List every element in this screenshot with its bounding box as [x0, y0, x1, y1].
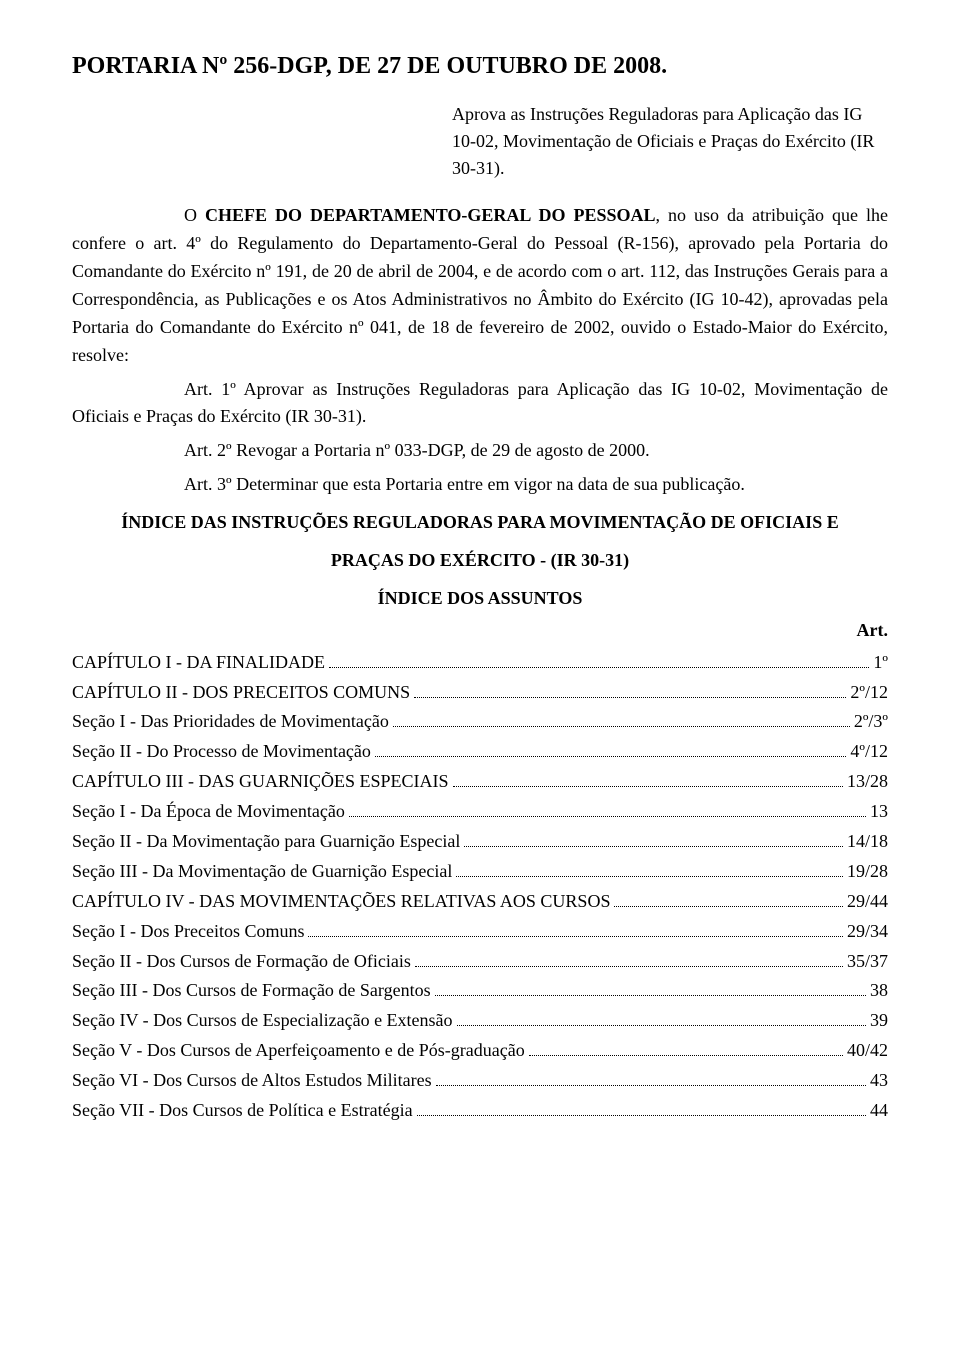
document-title: PORTARIA Nº 256-DGP, DE 27 DE OUTUBRO DE…: [72, 48, 888, 85]
toc-label: Seção V - Dos Cursos de Aperfeiçoamento …: [72, 1037, 525, 1065]
index-heading-line-3: ÍNDICE DOS ASSUNTOS: [72, 585, 888, 613]
toc-row: Seção IV - Dos Cursos de Especialização …: [72, 1007, 888, 1035]
toc-leader: [529, 1040, 843, 1056]
toc-page: 1º: [873, 649, 888, 677]
toc-page: 13/28: [847, 768, 888, 796]
toc-label: Seção II - Do Processo de Movimentação: [72, 738, 371, 766]
toc-leader: [614, 891, 843, 907]
table-of-contents: CAPÍTULO I - DA FINALIDADE 1º CAPÍTULO II…: [72, 649, 888, 1125]
toc-label: Seção VI - Dos Cursos de Altos Estudos M…: [72, 1067, 432, 1095]
approval-block: Aprova as Instruções Reguladoras para Ap…: [452, 101, 888, 182]
toc-row: Seção VI - Dos Cursos de Altos Estudos M…: [72, 1067, 888, 1095]
toc-row: CAPÍTULO III - DAS GUARNIÇÕES ESPECIAIS 1…: [72, 768, 888, 796]
toc-page: 19/28: [847, 858, 888, 886]
toc-page: 2º/12: [850, 679, 888, 707]
toc-leader: [414, 681, 846, 697]
toc-label: CAPÍTULO I - DA FINALIDADE: [72, 649, 325, 677]
toc-leader: [349, 801, 866, 817]
toc-leader: [453, 771, 843, 787]
toc-page: 35/37: [847, 948, 888, 976]
article-1: Art. 1º Aprovar as Instruções Reguladora…: [72, 376, 888, 432]
toc-page: 44: [870, 1097, 888, 1125]
toc-row: Seção II - Dos Cursos de Formação de Ofi…: [72, 948, 888, 976]
toc-row: Seção II - Da Movimentação para Guarniçã…: [72, 828, 888, 856]
toc-label: Seção IV - Dos Cursos de Especialização …: [72, 1007, 453, 1035]
toc-row: Seção VII - Dos Cursos de Política e Est…: [72, 1097, 888, 1125]
index-heading-line-2: PRAÇAS DO EXÉRCITO - (IR 30-31): [72, 547, 888, 575]
toc-leader: [375, 741, 846, 757]
toc-label: Seção III - Dos Cursos de Formação de Sa…: [72, 977, 431, 1005]
toc-label: Seção II - Dos Cursos de Formação de Ofi…: [72, 948, 411, 976]
toc-leader: [393, 711, 850, 727]
toc-leader: [464, 831, 843, 847]
toc-row: Seção I - Dos Preceitos Comuns 29/34: [72, 918, 888, 946]
toc-row: CAPÍTULO II - DOS PRECEITOS COMUNS 2º/12: [72, 679, 888, 707]
toc-label: Seção I - Das Prioridades de Movimentaçã…: [72, 708, 389, 736]
toc-page: 29/34: [847, 918, 888, 946]
toc-label: CAPÍTULO IV - DAS MOVIMENTAÇÕES RELATIVA…: [72, 888, 610, 916]
toc-page: 13: [870, 798, 888, 826]
toc-page: 2º/3º: [854, 708, 888, 736]
toc-leader: [456, 861, 843, 877]
toc-leader: [436, 1070, 866, 1086]
toc-label: Seção I - Da Época de Movimentação: [72, 798, 345, 826]
toc-row: CAPÍTULO I - DA FINALIDADE 1º: [72, 649, 888, 677]
toc-row: Seção III - Da Movimentação de Guarnição…: [72, 858, 888, 886]
toc-page: 40/42: [847, 1037, 888, 1065]
toc-page: 38: [870, 977, 888, 1005]
toc-label: Seção II - Da Movimentação para Guarniçã…: [72, 828, 460, 856]
toc-row: Seção III - Dos Cursos de Formação de Sa…: [72, 977, 888, 1005]
toc-label: CAPÍTULO II - DOS PRECEITOS COMUNS: [72, 679, 410, 707]
toc-row: Seção V - Dos Cursos de Aperfeiçoamento …: [72, 1037, 888, 1065]
toc-row: CAPÍTULO IV - DAS MOVIMENTAÇÕES RELATIVA…: [72, 888, 888, 916]
toc-row: Seção I - Da Época de Movimentação 13: [72, 798, 888, 826]
toc-page: 14/18: [847, 828, 888, 856]
toc-row: Seção II - Do Processo de Movimentação 4º…: [72, 738, 888, 766]
index-heading-line-1: ÍNDICE DAS INSTRUÇÕES REGULADORAS PARA M…: [72, 509, 888, 537]
toc-leader: [435, 980, 866, 996]
article-3: Art. 3º Determinar que esta Portaria ent…: [184, 471, 888, 499]
preamble-paragraph: O CHEFE DO DEPARTAMENTO-GERAL DO PESSOAL…: [72, 202, 888, 369]
toc-leader: [415, 950, 843, 966]
toc-label: Seção III - Da Movimentação de Guarnição…: [72, 858, 452, 886]
toc-label: Seção I - Dos Preceitos Comuns: [72, 918, 304, 946]
toc-row: Seção I - Das Prioridades de Movimentaçã…: [72, 708, 888, 736]
toc-leader: [329, 651, 869, 667]
toc-leader: [457, 1010, 866, 1026]
article-2: Art. 2º Revogar a Portaria nº 033-DGP, d…: [184, 437, 888, 465]
toc-leader: [417, 1100, 866, 1116]
toc-page: 4º/12: [850, 738, 888, 766]
toc-leader: [308, 920, 843, 936]
toc-page: 29/44: [847, 888, 888, 916]
toc-page: 43: [870, 1067, 888, 1095]
art-column-label: Art.: [72, 617, 888, 645]
toc-label: Seção VII - Dos Cursos de Política e Est…: [72, 1097, 413, 1125]
toc-page: 39: [870, 1007, 888, 1035]
toc-label: CAPÍTULO III - DAS GUARNIÇÕES ESPECIAIS: [72, 768, 449, 796]
